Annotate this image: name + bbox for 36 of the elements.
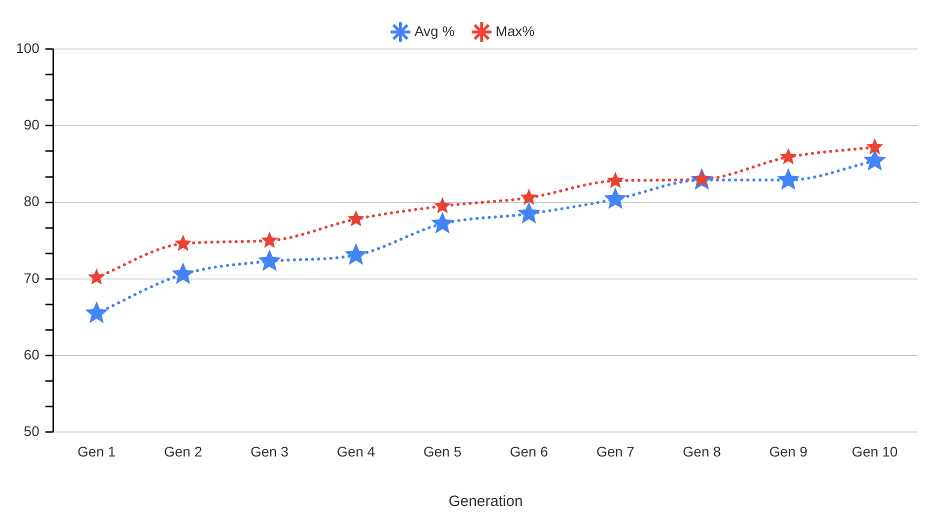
x-tick-label: Gen 3 xyxy=(250,443,289,460)
y-tick-label: 50 xyxy=(24,423,40,440)
point xyxy=(434,197,452,214)
point xyxy=(520,188,538,205)
y-tick-label: 80 xyxy=(24,193,40,210)
point xyxy=(174,234,192,251)
point xyxy=(258,249,281,271)
x-axis-title: Generation xyxy=(448,493,523,510)
legend-label: Avg % xyxy=(414,22,455,39)
point xyxy=(431,212,454,234)
point xyxy=(776,168,800,190)
point xyxy=(344,243,368,265)
legend-label: Max% xyxy=(496,22,535,39)
x-tick-label: Gen 6 xyxy=(510,443,548,460)
x-tick-label: Gen 8 xyxy=(682,443,722,460)
x-tick-label: Gen 7 xyxy=(596,443,635,460)
point xyxy=(866,138,884,154)
point xyxy=(172,262,194,284)
point xyxy=(518,202,540,224)
x-tick-label: Gen 10 xyxy=(852,443,898,460)
x-tick-label: Gen 4 xyxy=(336,443,376,460)
point xyxy=(85,301,108,324)
point xyxy=(88,268,106,285)
point xyxy=(604,187,627,209)
point xyxy=(606,172,624,188)
y-tick-label: 90 xyxy=(24,116,40,132)
y-tick-label: 100 xyxy=(16,40,40,56)
point xyxy=(260,232,278,248)
x-tick-label: Gen 2 xyxy=(164,443,202,460)
point xyxy=(347,210,365,226)
y-tick-label: 60 xyxy=(24,346,40,362)
x-tick-label: Gen 9 xyxy=(769,443,808,460)
x-tick-label: Gen 1 xyxy=(78,443,116,460)
y-tick-label: 70 xyxy=(24,270,40,286)
point xyxy=(780,148,797,164)
x-tick-label: Gen 5 xyxy=(423,443,462,460)
